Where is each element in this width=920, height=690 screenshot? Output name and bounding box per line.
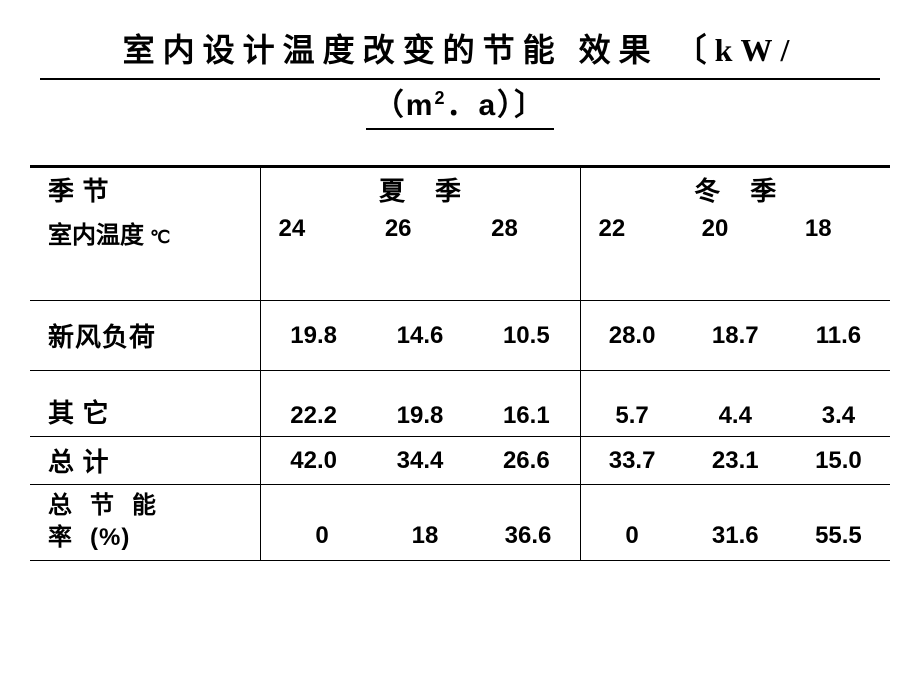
table-cell: 42.0 [261, 447, 367, 475]
temp-unit: ℃ [150, 227, 170, 248]
saving-label-line2: 率 [48, 525, 90, 551]
table-cell: 5.7 [581, 402, 684, 430]
table-cell: 3.4 [787, 402, 890, 430]
table-cell: 22 [581, 215, 684, 243]
saving-summer: 0 18 36.6 [260, 485, 580, 561]
subtitle-block: （m2．a）〕 [30, 80, 890, 130]
summer-header: 夏季 [260, 167, 580, 211]
saving-label-cell: 总 节 能 率 (%) [30, 485, 260, 561]
total-winter: 33.7 23.1 15.0 [580, 437, 890, 485]
table-cell: 20 [684, 215, 787, 243]
table-cell: 26 [367, 215, 473, 243]
unit-suffix: ．a）〕 [447, 89, 547, 122]
total-summer: 42.0 34.4 26.6 [260, 437, 580, 485]
temp-label-cell: 室内温度 ℃ [30, 211, 260, 301]
table-cell: 18 [374, 522, 477, 550]
table-cell: 10.5 [473, 322, 579, 350]
season-header-row: 季 节 夏季 冬季 [30, 167, 890, 211]
table-cell: 0 [581, 522, 684, 550]
other-label: 其 它 [30, 371, 260, 437]
other-summer: 22.2 19.8 16.1 [260, 371, 580, 437]
table-cell: 18 [787, 215, 890, 243]
table-cell: 26.6 [473, 447, 579, 475]
table-cell: 23.1 [684, 447, 787, 475]
table-cell: 18.7 [684, 322, 787, 350]
other-winter: 5.7 4.4 3.4 [580, 371, 890, 437]
summer-temps: 24 26 28 [260, 211, 580, 301]
table-cell: 28.0 [581, 322, 684, 350]
table-cell: 34.4 [367, 447, 473, 475]
page-title: 室内设计温度改变的节能 效果 〔kW/ [40, 25, 880, 80]
table-cell: 24 [261, 215, 367, 243]
saving-row: 总 节 能 率 (%) 0 18 36.6 0 31.6 55.5 [30, 485, 890, 561]
table-cell: 33.7 [581, 447, 684, 475]
fresh-air-label: 新风负荷 [30, 301, 260, 371]
season-label: 季 节 [30, 167, 260, 211]
winter-header: 冬季 [580, 167, 890, 211]
fresh-air-row: 新风负荷 19.8 14.6 10.5 28.0 18.7 11.6 [30, 301, 890, 371]
table-cell: 22.2 [261, 402, 367, 430]
table-cell: 14.6 [367, 322, 473, 350]
saving-pct: (%) [90, 524, 130, 551]
fresh-air-summer: 19.8 14.6 10.5 [260, 301, 580, 371]
table-cell: 19.8 [367, 402, 473, 430]
table-cell: 19.8 [261, 322, 367, 350]
energy-table: 季 节 夏季 冬季 室内温度 ℃ 24 26 28 22 20 18 新风 [30, 165, 890, 561]
winter-temps: 22 20 18 [580, 211, 890, 301]
fresh-air-winter: 28.0 18.7 11.6 [580, 301, 890, 371]
table-cell: 55.5 [787, 522, 890, 550]
total-label: 总 计 [30, 437, 260, 485]
other-row: 其 它 22.2 19.8 16.1 5.7 4.4 3.4 [30, 371, 890, 437]
subtitle-unit: （m2．a）〕 [366, 80, 554, 130]
table-cell: 0 [271, 522, 374, 550]
temp-label: 室内温度 [48, 215, 144, 250]
unit-prefix: （m [374, 89, 435, 122]
table-cell: 11.6 [787, 322, 890, 350]
table-cell: 28 [473, 215, 579, 243]
table-cell: 4.4 [684, 402, 787, 430]
total-row: 总 计 42.0 34.4 26.6 33.7 23.1 15.0 [30, 437, 890, 485]
saving-winter: 0 31.6 55.5 [580, 485, 890, 561]
table-cell: 16.1 [473, 402, 579, 430]
table-cell: 36.6 [477, 522, 580, 550]
temperature-row: 室内温度 ℃ 24 26 28 22 20 18 [30, 211, 890, 301]
table-cell: 15.0 [787, 447, 890, 475]
unit-exponent: 2 [434, 88, 446, 108]
table-cell: 31.6 [684, 522, 787, 550]
saving-label-line1: 总 节 能 [48, 493, 162, 519]
